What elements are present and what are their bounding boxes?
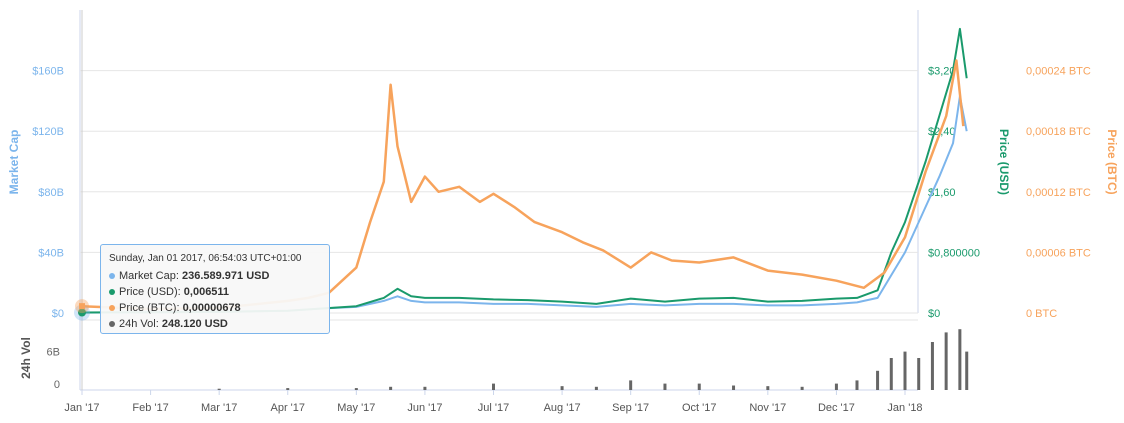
x-axis: Jan '17 Feb '17 Mar '17 Apr '17 May '17 Jun '… [64,390,923,414]
volume-dot-icon [109,321,115,328]
volume-bar [423,386,427,390]
volume-bar [766,386,770,390]
tooltip-value: 236.589.971 USD [181,270,270,282]
volume-bar [629,380,633,390]
volume-axis-title: 24h Vol [19,337,33,379]
price-usd-dot-icon [109,289,115,296]
volume-bar [800,386,804,390]
x-tick-label: Mar '17 [201,402,237,414]
price-usd-tick-label: $0 [928,308,940,320]
chart-tooltip: Sunday, Jan 01 2017, 06:54:03 UTC+01:00 … [100,244,330,334]
hover-marker-btc [79,303,85,310]
series-lines [81,27,968,314]
volume-bar [834,383,838,390]
volume-bar [903,351,907,390]
x-tick-label: Feb '17 [132,402,168,414]
volume-bar [389,386,393,390]
series-line-price-btc [81,59,965,311]
volume-bar [855,380,859,390]
price-btc-tick-label: 0,00006 BTC [1026,247,1091,259]
price-usd-tick-label: $3,20 [928,66,956,78]
volume-bar [560,386,564,390]
volume-bar [492,383,495,390]
market-cap-tick-label: $40B [38,247,64,259]
volume-bar [663,383,667,390]
hover-marker-usd [78,308,86,317]
price-usd-tick-label: $1,60 [928,187,956,199]
tooltip-value: 0,00000678 [182,302,241,314]
market-cap-axis: $0 $40B $80B $120B $160B Market Cap [7,66,64,320]
x-tick-label: Nov '17 [749,402,786,414]
x-tick-label: Jun '17 [407,402,442,414]
volume-bar [217,388,221,390]
tooltip-label: Market Cap: [119,270,182,282]
tooltip-label: 24h Vol: [119,318,162,330]
volume-bar [594,386,598,390]
volume-bar [889,358,893,390]
volume-tick-label: 0 [54,379,60,391]
hover-markers [74,10,90,390]
volume-bar [958,329,962,390]
volume-bar [876,370,880,390]
x-tick-label: Oct '17 [682,402,717,414]
tooltip-label: Price (USD): [119,286,184,298]
volume-bar [697,383,701,390]
series-line-price-usd [81,27,968,314]
volume-bar [286,388,290,390]
x-tick-label: Apr '17 [270,402,305,414]
price-usd-axis-title: Price (USD) [997,129,1011,195]
price-btc-tick-label: 0,00012 BTC [1026,187,1091,199]
tooltip-row-price-btc: Price (BTC): 0,00000678 [109,300,321,316]
x-tick-label: May '17 [337,402,375,414]
volume-bar [944,332,948,390]
price-btc-dot-icon [109,305,115,312]
market-cap-tick-label: $160B [32,66,64,78]
tooltip-row-price-usd: Price (USD): 0,006511 [109,284,321,300]
tooltip-value: 248.120 USD [161,318,228,330]
price-btc-tick-label: 0,00024 BTC [1026,66,1091,78]
price-btc-axis: 0 BTC 0,00006 BTC 0,00012 BTC 0,00018 BTC 0,… [1026,66,1119,320]
x-tick-label: Jan '17 [64,402,99,414]
market-cap-tick-label: $0 [52,308,64,320]
tooltip-row-market-cap: Market Cap: 236.589.971 USD [109,268,321,284]
volume-axis: 0 6B 24h Vol [19,337,60,391]
x-tick-label: Aug '17 [544,402,581,414]
market-cap-tick-label: $80B [38,187,64,199]
x-tick-label: Sep '17 [612,402,649,414]
tooltip-header: Sunday, Jan 01 2017, 06:54:03 UTC+01:00 [109,253,302,264]
market-cap-tick-label: $120B [32,126,64,138]
volume-bar [732,385,736,390]
market-cap-dot-icon [109,273,115,280]
x-tick-label: Jan '18 [887,402,922,414]
volume-bar [930,342,934,390]
price-btc-tick-label: 0,00018 BTC [1026,126,1091,138]
volume-bar [965,351,969,390]
volume-bar [354,388,358,390]
price-usd-tick-label: $0,800000 [928,247,980,259]
x-tick-label: Dec '17 [818,402,855,414]
x-tick-label: Jul '17 [478,402,509,414]
market-cap-axis-title: Market Cap [7,130,21,195]
price-btc-tick-label: 0 BTC [1026,308,1057,320]
tooltip-label: Price (BTC): [119,302,183,314]
tooltip-value: 0,006511 [183,286,230,298]
volume-bars [217,329,969,390]
price-btc-axis-title: Price (BTC) [1105,129,1119,194]
volume-bar [917,358,921,390]
volume-tick-label: 6B [47,347,60,359]
tooltip-row-volume: 24h Vol: 248.120 USD [109,316,321,332]
